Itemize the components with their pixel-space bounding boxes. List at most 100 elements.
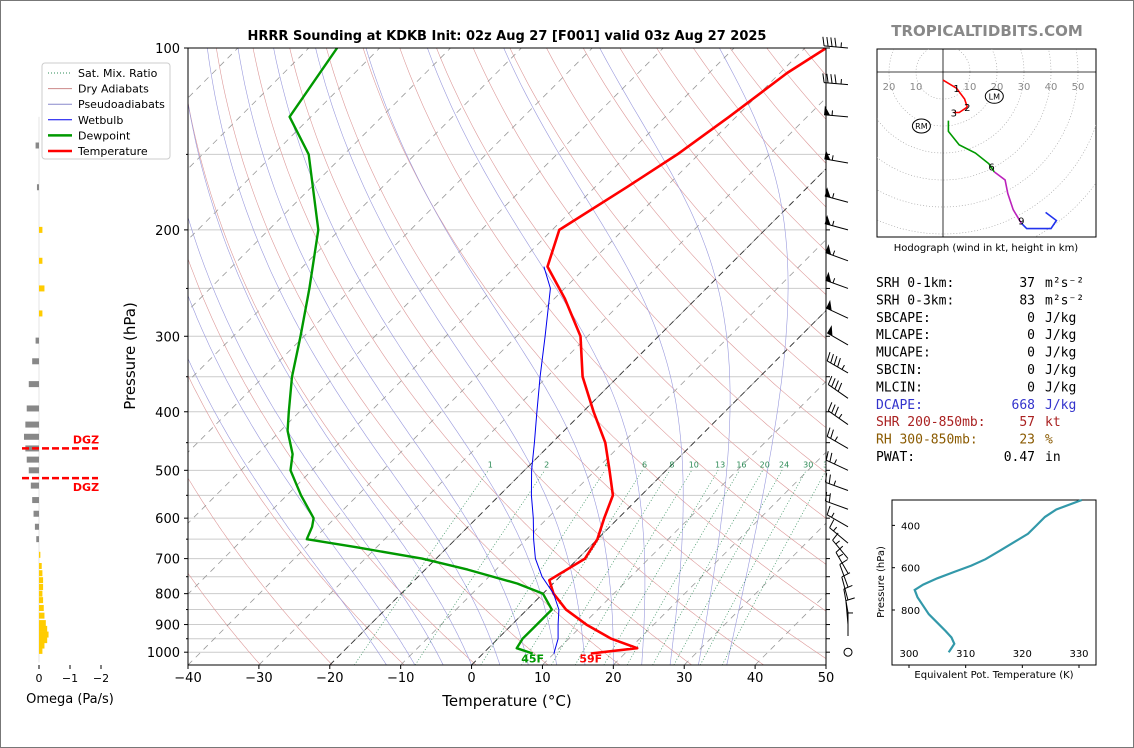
barb-full [824,473,828,483]
index-unit: J/kg [1045,363,1076,378]
omega-bar [39,642,45,649]
isotherm-line [683,522,826,665]
omega-bar [25,421,39,428]
barb-full [822,73,825,83]
isotherm-line [400,239,826,665]
x-tick-label: −40 [174,671,201,686]
dry-adiabat [582,48,826,340]
hodograph-ring-label: 40 [1045,82,1058,93]
omega-bar [39,631,49,638]
isotherm-line [188,48,522,383]
barb-full [845,597,855,602]
hodograph-segment [953,106,968,114]
hodograph-ring-label: 20 [991,82,1004,93]
hodograph-height-label: 2 [964,103,970,114]
dry-adiabat [188,257,477,665]
mixing-ratio-label: 16 [736,460,746,469]
barb-full [826,73,829,83]
omega-bar [39,584,44,591]
omega-bar [39,285,45,292]
hodograph-height-label: 1 [953,84,959,95]
x-tick-label: 50 [818,671,835,686]
mixing-ratio-label: 13 [715,460,725,469]
theta-y-tick-label: 800 [901,606,920,617]
pseudoadiabat [599,48,731,665]
barb-full [824,491,828,502]
barb-half [831,155,834,161]
index-value: 57 [1019,415,1035,430]
barb-full [830,74,833,84]
mixing-ratio-label: 6 [642,460,647,469]
y-tick-label: 1000 [147,646,180,661]
barb-full [827,402,833,411]
omega-bar [28,381,39,388]
x-tick-label: −10 [387,671,414,686]
barb-shaft [828,384,849,399]
x-tick-label: −30 [245,671,272,686]
theta-y-tick-label: 400 [901,521,920,532]
barb-half [838,413,843,419]
isotherm-line [188,48,593,453]
barb-full [822,36,825,46]
barb-full [833,356,838,366]
barb-full [831,404,836,414]
dry-adiabat [188,100,549,665]
dry-adiabat [188,477,333,665]
barb-flag [826,299,832,311]
x-tick-label: 40 [747,671,764,686]
index-label: DCAPE: [876,398,923,413]
barb-full [827,375,833,385]
wind-barbs [822,36,855,657]
hodograph-ring-label: 20 [883,82,896,93]
pseudoadiabat [237,48,529,665]
omega-bar [39,620,46,627]
mixing-ratio-line [521,470,643,665]
barb-flag [824,187,831,198]
omega-axis-label: Omega (Pa/s) [26,692,114,707]
hodograph-marker [911,118,931,134]
omega-bar [33,510,39,517]
isotherm-minus20 [329,168,826,665]
legend-label: Wetbulb [78,114,123,127]
wetbulb-profile [530,266,560,654]
pseudoadiabat [188,358,387,665]
isotherm-line [542,380,826,665]
omega-panel: DGZ DGZ 0 −1 −2 [22,116,109,685]
omega-bar [39,310,43,317]
barb-half [833,480,837,486]
index-unit: J/kg [1045,328,1076,343]
barb-full [826,352,831,362]
barb-half [832,220,835,226]
dry-adiabat [436,48,826,519]
barb-full [828,493,831,503]
theta-y-tick-label: 600 [901,564,920,575]
mixing-ratio-label: 4 [605,460,610,469]
isotherm-line [258,97,826,665]
barb-shaft [825,252,849,262]
barb-half [833,459,837,465]
index-unit: J/kg [1045,398,1076,413]
index-label: SHR 200-850mb: [876,415,986,430]
omega-bar [34,523,39,530]
dry-adiabat [362,48,826,612]
hodograph-height-label: 6 [988,163,994,174]
pseudoadiabat [188,216,444,665]
omega-bar [39,226,43,233]
mixing-ratio-label: 10 [689,460,699,469]
omega-bar [39,647,43,654]
omega-bar [32,497,39,504]
isotherm-line [188,48,380,241]
dry-adiabat [188,374,405,665]
barb-full [830,354,834,364]
index-unit: m²s⁻² [1045,276,1084,291]
mixing-ratio-line [480,470,606,665]
x-tick-label: 10 [534,671,551,686]
barb-full [834,380,839,390]
index-label: MUCAPE: [876,346,931,361]
legend-label: Dewpoint [78,129,131,142]
isotherm-line [188,48,310,170]
pseudoadiabat [315,48,586,665]
legend-box [41,62,171,160]
theta-x-tick-label: 300 [899,649,918,660]
